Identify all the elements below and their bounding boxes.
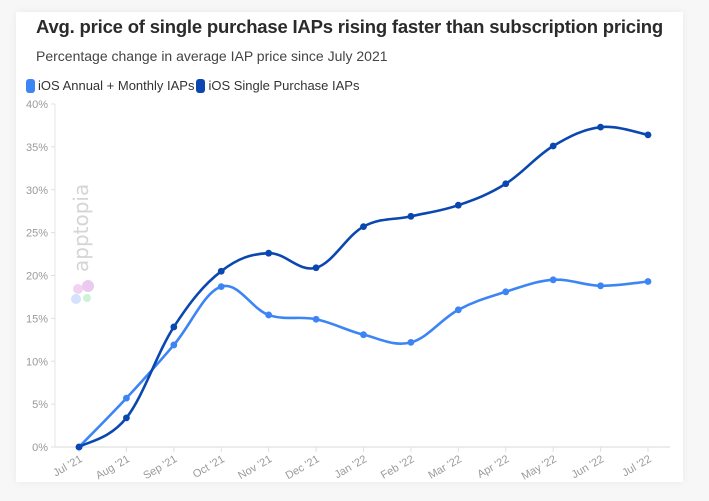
x-tick-label: Dec '21	[284, 453, 322, 482]
y-tick-label: 15%	[26, 313, 48, 325]
x-tick-label: Aug '21	[94, 453, 132, 482]
x-tick-label: Feb '22	[379, 453, 416, 482]
chart-title: Avg. price of single purchase IAPs risin…	[36, 16, 664, 37]
legend-swatch-icon	[26, 78, 35, 93]
series-single-purchase	[75, 123, 652, 451]
y-tick-label: 30%	[26, 185, 48, 197]
x-tick-label: Oct '21	[191, 453, 227, 481]
y-tick-label: 0%	[32, 442, 48, 454]
x-tick-label: Mar '22	[426, 453, 463, 482]
data-point[interactable]	[549, 276, 557, 284]
data-point[interactable]	[312, 264, 320, 272]
y-tick-label: 20%	[26, 271, 48, 283]
data-point[interactable]	[644, 131, 652, 139]
data-point[interactable]	[360, 331, 367, 339]
y-tick-label: 35%	[26, 142, 48, 154]
x-tick-label: Apr '22	[475, 453, 511, 481]
legend-swatch-icon	[196, 78, 206, 93]
watermark: apptopia	[69, 184, 94, 304]
data-point[interactable]	[454, 201, 462, 209]
legend-label: iOS Single Purchase IAPs	[208, 78, 360, 93]
x-tick-label: Jul '21	[51, 453, 84, 479]
data-point[interactable]	[265, 311, 273, 319]
legend-item-single-purchase[interactable]: iOS Single Purchase IAPs	[196, 78, 359, 93]
data-point[interactable]	[170, 341, 178, 349]
chart-subtitle: Percentage change in average IAP price s…	[36, 48, 388, 64]
series-annual-monthly	[75, 276, 652, 451]
x-tick-label: Sep '21	[141, 453, 179, 482]
data-point[interactable]	[217, 267, 225, 275]
series-group	[75, 123, 652, 451]
series-line	[77, 278, 650, 449]
data-point[interactable]	[502, 288, 510, 296]
y-tick-label: 5%	[32, 399, 48, 411]
data-point[interactable]	[170, 323, 178, 331]
data-point[interactable]	[597, 123, 604, 131]
x-axis-labels: Jul '21 Aug '21 Sep '21 Oct '21 Nov '21 Dec '…	[51, 453, 653, 482]
x-tick-label: May '22	[520, 453, 559, 482]
chart-card: Avg. price of single purchase IAPs risin…	[16, 12, 683, 482]
x-tick-label: Jun '22	[570, 453, 606, 481]
apptopia-clover-logo-icon	[71, 280, 94, 304]
watermark-text: apptopia	[69, 184, 93, 272]
x-tick-label: Nov '21	[236, 453, 274, 482]
data-point[interactable]	[597, 282, 604, 290]
data-point[interactable]	[360, 223, 367, 231]
data-point[interactable]	[312, 315, 320, 323]
y-tick-label: 25%	[26, 228, 48, 240]
data-point[interactable]	[217, 283, 225, 291]
data-point[interactable]	[502, 180, 510, 188]
series-line	[77, 125, 650, 449]
data-point[interactable]	[75, 443, 83, 451]
data-point[interactable]	[123, 414, 130, 422]
axes: 0% 5% 10% 15% 20% 25% 30% 35% 40%	[26, 99, 670, 454]
y-tick-label: 10%	[26, 356, 48, 368]
legend: iOS Annual + Monthly IAPs iOS Single Pur…	[26, 78, 361, 93]
y-tick-label: 40%	[26, 99, 48, 111]
data-point[interactable]	[407, 338, 415, 346]
x-tick-label: Jan '22	[333, 453, 369, 481]
legend-item-annual-monthly[interactable]: iOS Annual + Monthly IAPs	[26, 78, 194, 93]
x-tick-label: Jul '22	[620, 453, 653, 479]
data-point[interactable]	[454, 306, 462, 314]
data-point[interactable]	[644, 278, 652, 285]
data-point[interactable]	[407, 212, 415, 220]
legend-label: iOS Annual + Monthly IAPs	[38, 78, 195, 93]
data-point[interactable]	[123, 394, 130, 402]
data-point[interactable]	[549, 142, 557, 150]
data-point[interactable]	[265, 249, 273, 257]
